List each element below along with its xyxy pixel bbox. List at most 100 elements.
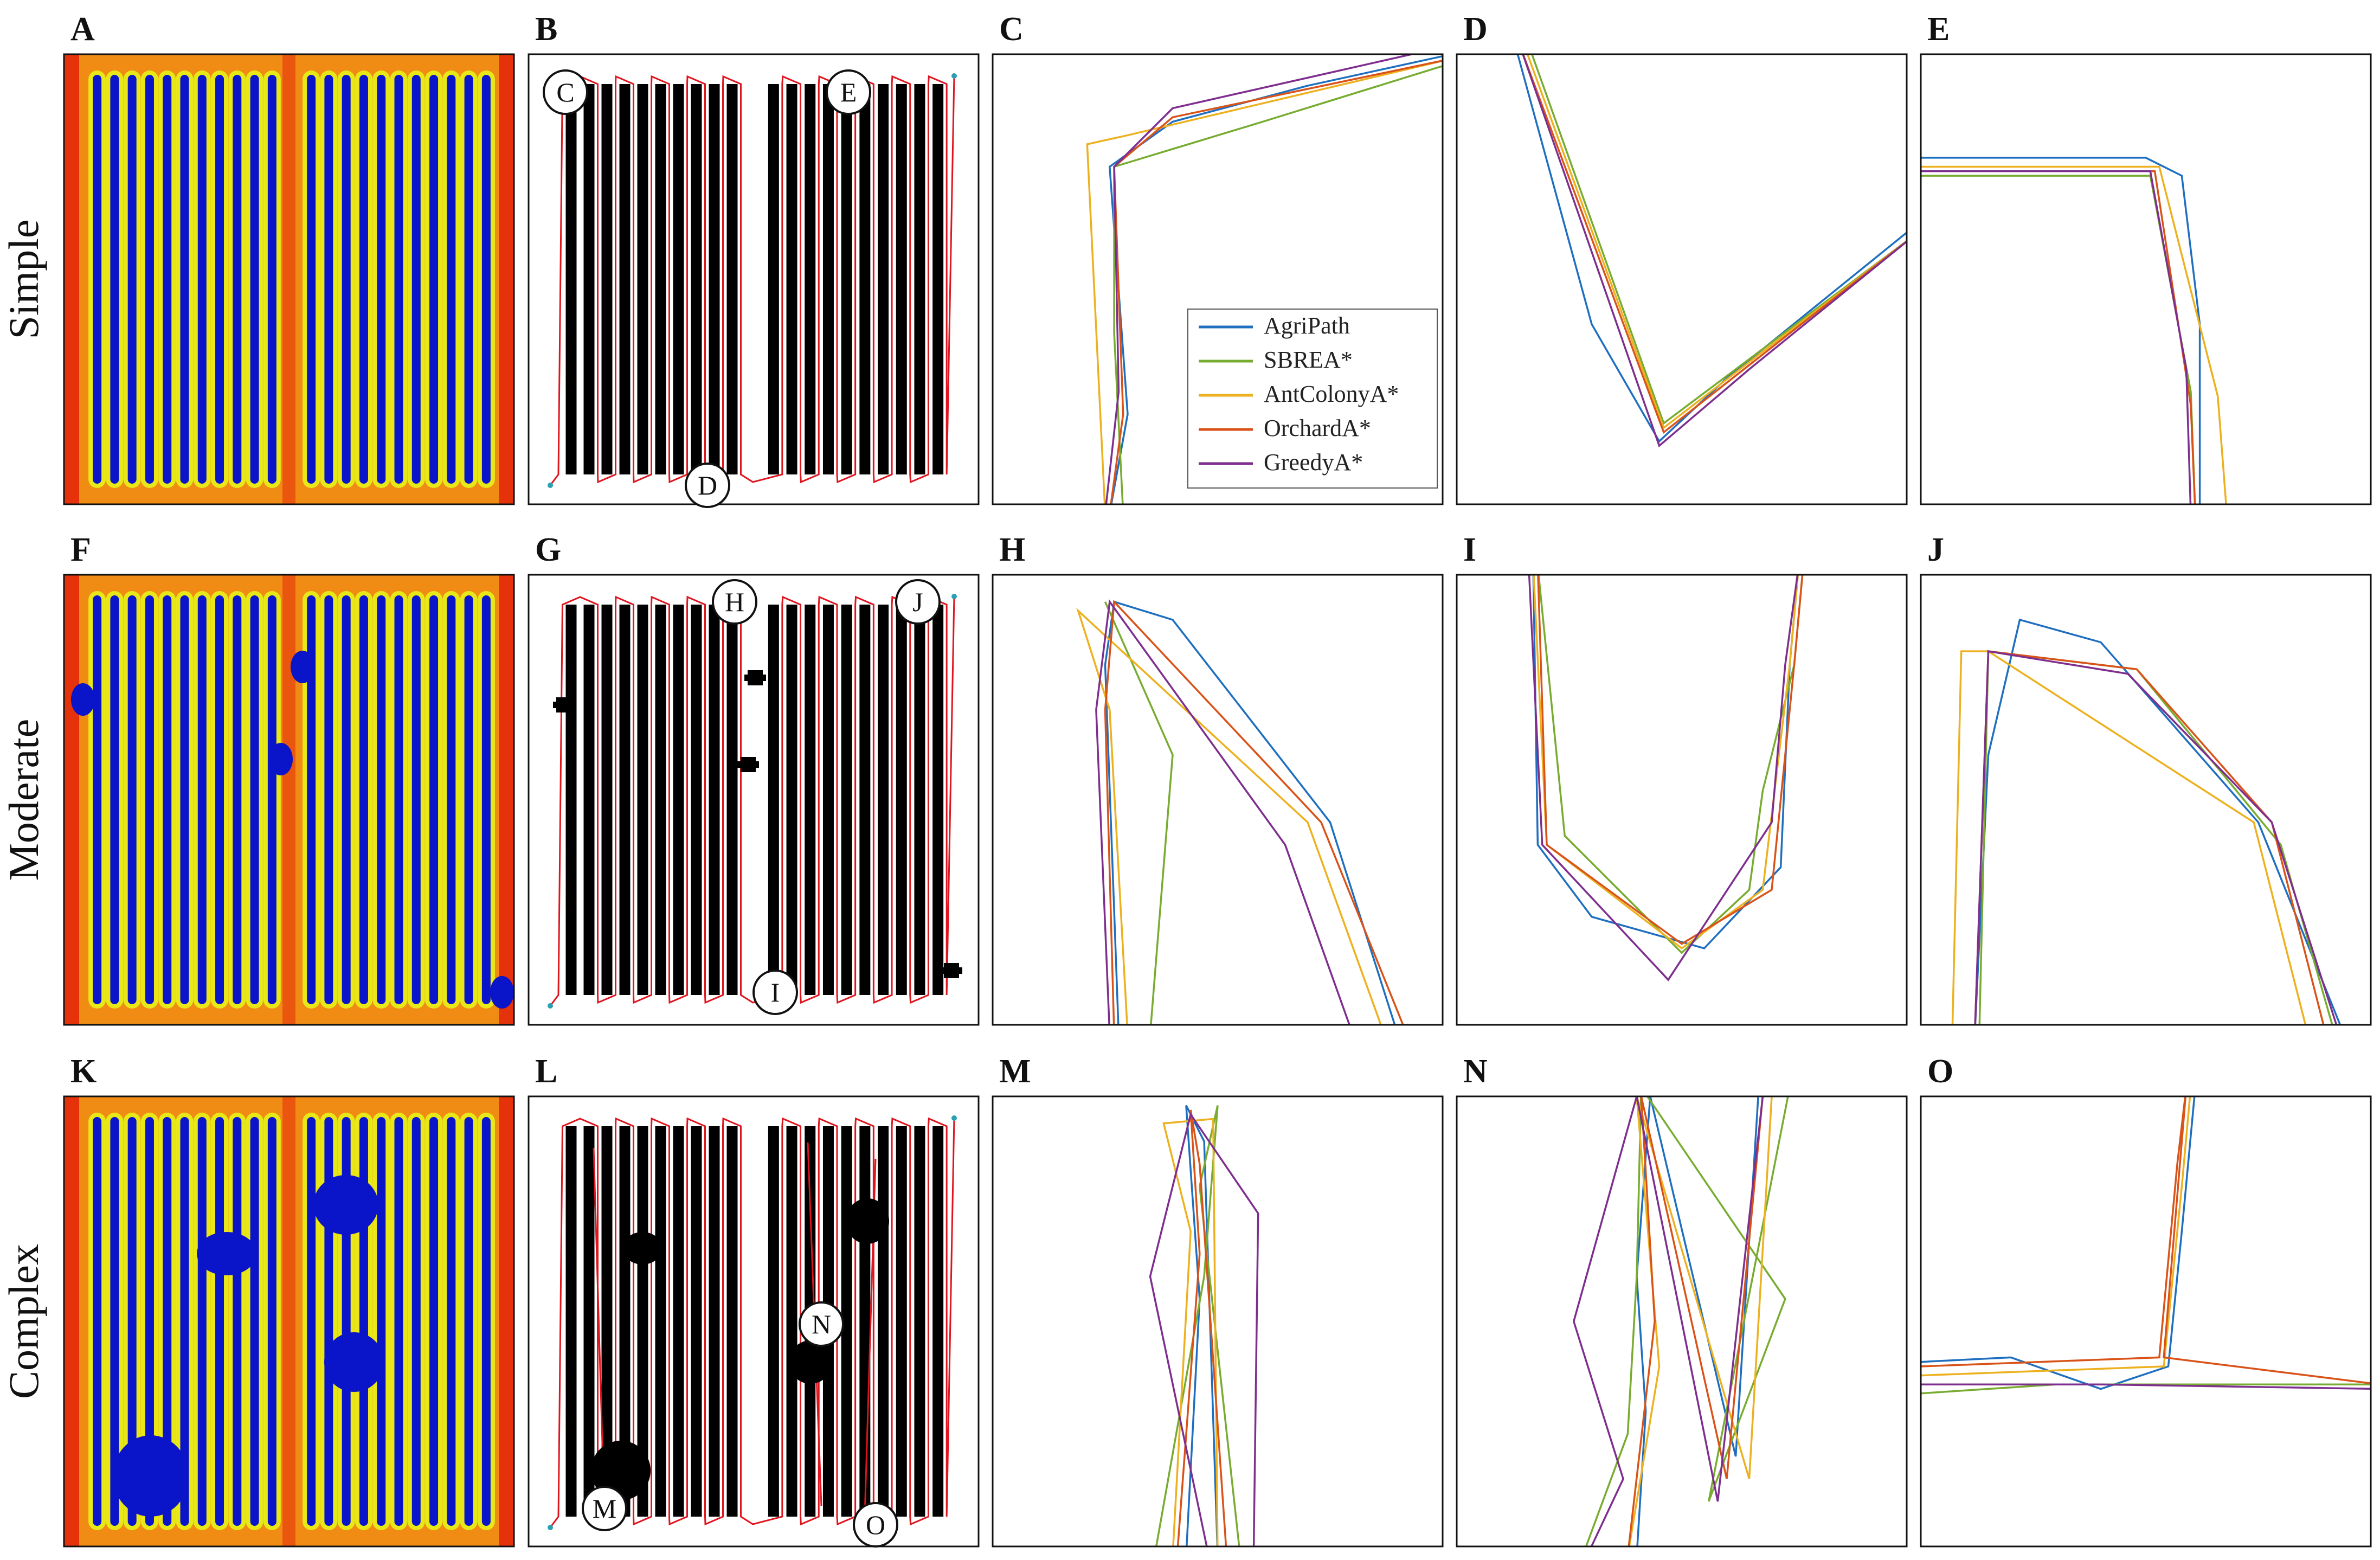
- zoom-marker-h: [712, 579, 757, 625]
- tree-row: [914, 84, 925, 474]
- tree-row: [180, 1117, 189, 1526]
- obstacle: [490, 976, 514, 1009]
- trajectory-orchardastar: [1921, 1096, 2371, 1384]
- panel-frame: [63, 1095, 515, 1548]
- tree-row: [859, 605, 871, 995]
- panel-letter-l: L: [535, 1053, 557, 1090]
- end-marker: [951, 73, 957, 79]
- tree-row: [841, 605, 852, 995]
- trajectory-antcolonyastar: [1086, 60, 1443, 504]
- tree-row: [250, 75, 259, 484]
- zoom-marker-j: [895, 579, 941, 625]
- panel-frame: [1920, 574, 2372, 1026]
- panel-background: [993, 575, 1443, 1025]
- panel-frame: [528, 574, 980, 1026]
- heatmap-panel: [63, 53, 515, 505]
- tree-row: [601, 605, 613, 995]
- panel-letter-j: J: [1927, 531, 1944, 568]
- trajectory-greedyastar: [1522, 54, 1907, 448]
- coverage-path: [549, 1117, 955, 1528]
- obstacle: [197, 1232, 256, 1275]
- trajectory-orchardastar: [1104, 599, 1404, 1025]
- tree-row: [691, 605, 702, 995]
- legend-box: [1187, 309, 1438, 489]
- tree-row: [429, 595, 439, 1004]
- zoom-marker-label: N: [812, 1309, 831, 1339]
- tree-row: [896, 1126, 907, 1517]
- trajectory-sbreastar: [1155, 1105, 1240, 1546]
- tree-row: [583, 1126, 595, 1517]
- tree-row: [673, 605, 684, 995]
- tree-row: [805, 605, 816, 995]
- tree-row: [127, 75, 137, 484]
- tree-row: [180, 75, 189, 484]
- tree-row: [859, 84, 871, 474]
- tree-row: [805, 84, 816, 474]
- panel-letter-o: O: [1927, 1053, 1953, 1090]
- panel-frame: [528, 53, 980, 505]
- panel-frame: [992, 574, 1444, 1026]
- trajectory-greedyastar: [1921, 170, 2192, 504]
- zoom-marker-label: I: [771, 977, 780, 1007]
- tree-row: [93, 75, 102, 484]
- tree-row: [215, 75, 224, 484]
- row-label-moderate: Moderate: [0, 719, 47, 881]
- tree-row: [93, 595, 102, 1004]
- panel-background: [1457, 54, 1907, 504]
- zoom-marker-label: M: [593, 1493, 616, 1524]
- obstacle: [71, 683, 95, 716]
- trajectory-antcolonyastar: [1526, 54, 1907, 429]
- path-panel: H I J: [528, 574, 980, 1026]
- obstacle: [846, 1198, 889, 1244]
- heatmap-edge: [282, 54, 295, 504]
- tree-row: [726, 605, 738, 995]
- tree-row: [878, 605, 889, 995]
- start-marker: [548, 1525, 553, 1530]
- panel-frame: [63, 53, 515, 505]
- obstacle: [291, 651, 314, 683]
- tree-row: [709, 605, 720, 995]
- coverage-path: [549, 75, 955, 486]
- tree-row: [726, 1126, 738, 1517]
- trajectory-greedyastar: [1095, 599, 1350, 1025]
- trajectory-panel: [1920, 53, 2372, 505]
- tree-row: [250, 1117, 259, 1526]
- heatmap-edge: [64, 575, 79, 1025]
- tree-row: [447, 595, 456, 1004]
- panel-frame: [992, 1095, 1444, 1548]
- tree-row: [565, 1126, 577, 1517]
- trajectory-orchardastar: [1522, 54, 1907, 434]
- panel-frame: [1456, 1095, 1908, 1548]
- tree-row: [377, 595, 386, 1004]
- tree-row: [377, 1117, 386, 1526]
- zoom-marker-label: C: [556, 77, 574, 107]
- panel-letter-d: D: [1463, 11, 1488, 48]
- tree-row: [691, 84, 702, 474]
- trajectory-panel: [1456, 574, 1908, 1026]
- zoom-marker-label: H: [725, 587, 744, 617]
- trajectory-greedyastar: [1528, 575, 1799, 981]
- tree-row: [307, 1117, 316, 1526]
- zoom-marker-c: [543, 69, 588, 115]
- tree-row: [822, 84, 834, 474]
- tree-row: [197, 1117, 207, 1526]
- trajectory-orchardastar: [1537, 575, 1804, 945]
- tree-row: [619, 1126, 631, 1517]
- tree-row: [197, 595, 207, 1004]
- heatmap-edge: [64, 54, 79, 504]
- tree-row: [673, 1126, 684, 1517]
- tree-row: [914, 1126, 925, 1517]
- panel-frame: [63, 574, 515, 1026]
- legend-label: OrchardA*: [1264, 415, 1371, 441]
- tree-row: [377, 75, 386, 484]
- zoom-marker-n: [799, 1301, 844, 1347]
- tree-row: [394, 595, 403, 1004]
- tree-row: [110, 595, 119, 1004]
- tree-row: [163, 595, 172, 1004]
- tree-row: [464, 595, 473, 1004]
- tree-row: [342, 595, 351, 1004]
- tree-row: [215, 595, 224, 1004]
- obstacle: [623, 1232, 662, 1264]
- trajectory-greedyastar: [1572, 1096, 1764, 1546]
- tree-row: [601, 84, 613, 474]
